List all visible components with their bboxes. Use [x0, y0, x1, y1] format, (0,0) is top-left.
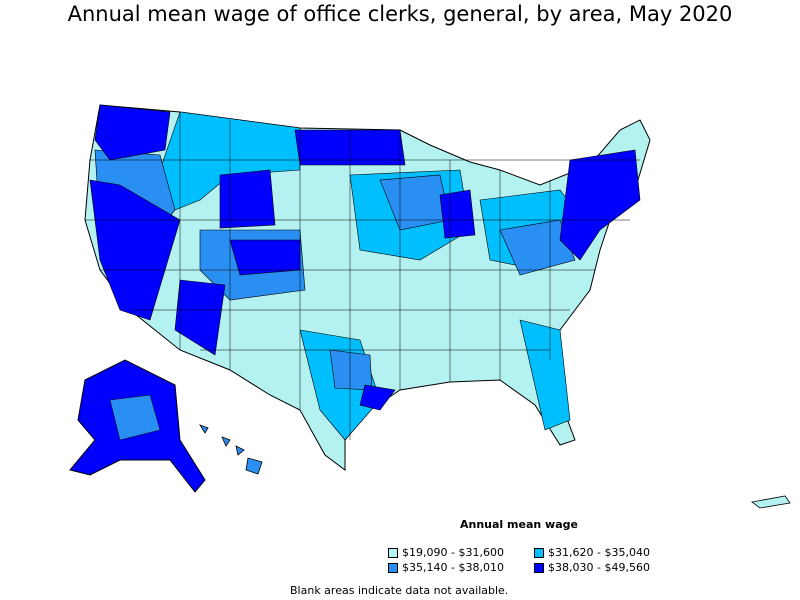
map-title: Annual mean wage of office clerks, gener… — [67, 2, 733, 26]
hawaii — [199, 424, 263, 475]
legend-swatch-1 — [388, 547, 398, 558]
legend-swatch-3 — [388, 562, 398, 573]
area-boundaries — [85, 112, 640, 440]
legend-label-2: $31,620 - $35,040 — [548, 546, 650, 559]
legend-item-3: $35,140 - $38,010 — [388, 561, 504, 574]
alaska-inner — [109, 394, 161, 441]
legend-swatch-2 — [534, 547, 544, 558]
legend-label-1: $19,090 - $31,600 — [402, 546, 504, 559]
legend-item-1: $19,090 - $31,600 — [388, 546, 504, 559]
legend-label-4: $38,030 - $49,560 — [548, 561, 650, 574]
legend-label-3: $35,140 - $38,010 — [402, 561, 504, 574]
legend-title: Annual mean wage — [460, 518, 578, 531]
legend-item-2: $31,620 - $35,040 — [534, 546, 650, 559]
footnote: Blank areas indicate data not available. — [290, 584, 509, 597]
puerto-rico — [751, 495, 791, 509]
legend-item-4: $38,030 - $49,560 — [534, 561, 650, 574]
legend-swatch-4 — [534, 562, 544, 573]
